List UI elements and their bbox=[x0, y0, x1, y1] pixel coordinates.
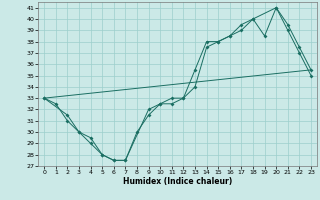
X-axis label: Humidex (Indice chaleur): Humidex (Indice chaleur) bbox=[123, 177, 232, 186]
